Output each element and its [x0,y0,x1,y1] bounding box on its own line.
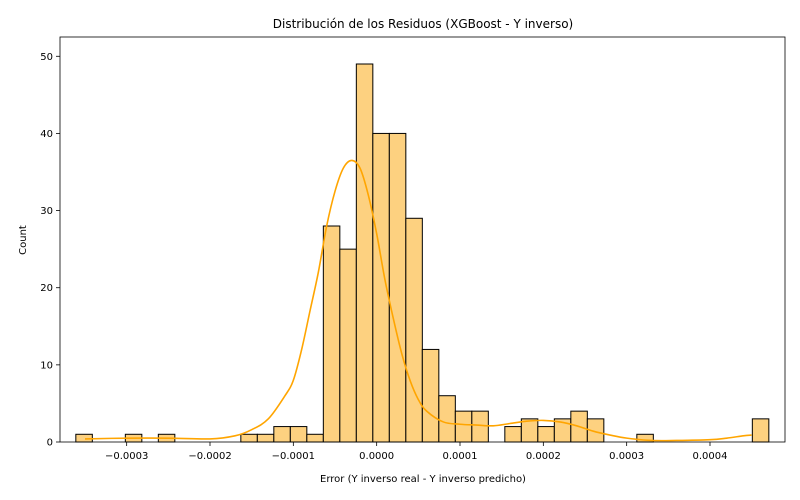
histogram-bar [388,132,407,443]
histogram-bar [289,426,308,443]
chart-title: Distribución de los Residuos (XGBoost - … [273,17,573,31]
histogram-bar [454,410,473,443]
histogram-bar [273,426,291,443]
bars-group [75,63,770,443]
y-axis-ticks: 0 10 20 30 40 50 [40,52,60,449]
histogram-bar [537,426,555,443]
kde-line [84,159,752,442]
x-tick-label: −0.0002 [188,451,231,462]
y-tick-label: 0 [47,438,53,449]
x-axis-title: Error (Y inverso real - Y inverso predic… [320,474,526,485]
x-tick-label: 0.0001 [443,451,478,462]
histogram-bar [438,395,456,443]
x-tick-label: −0.0001 [272,451,315,462]
x-tick-label: 0.0002 [526,451,561,462]
histogram-bar [306,433,324,443]
histogram-bar [504,426,522,443]
x-tick-label: 0.0003 [609,451,644,462]
x-tick-label: −0.0003 [105,451,148,462]
x-tick-label: 0.0004 [693,451,728,462]
histogram-bar [355,63,374,443]
histogram-bar [471,410,489,443]
histogram-bar [256,433,275,443]
y-tick-label: 40 [40,129,53,140]
histogram-bar [240,433,258,443]
y-tick-label: 50 [40,52,53,63]
histogram-bar [322,225,341,443]
y-tick-label: 30 [40,206,53,217]
x-tick-label: 0.0000 [359,451,394,462]
histogram-bar [339,248,357,443]
histogram-bar [751,418,770,443]
y-tick-label: 20 [40,283,53,294]
x-axis-ticks: −0.0003 −0.0002 −0.0001 0.0000 0.0001 0.0002 0… [105,442,728,462]
y-tick-label: 10 [40,360,53,371]
plot-frame [59,36,786,443]
histogram-bar [520,418,539,443]
y-axis-title: Count [18,225,29,255]
histogram-bar [421,348,440,443]
histogram-bar [405,217,423,443]
